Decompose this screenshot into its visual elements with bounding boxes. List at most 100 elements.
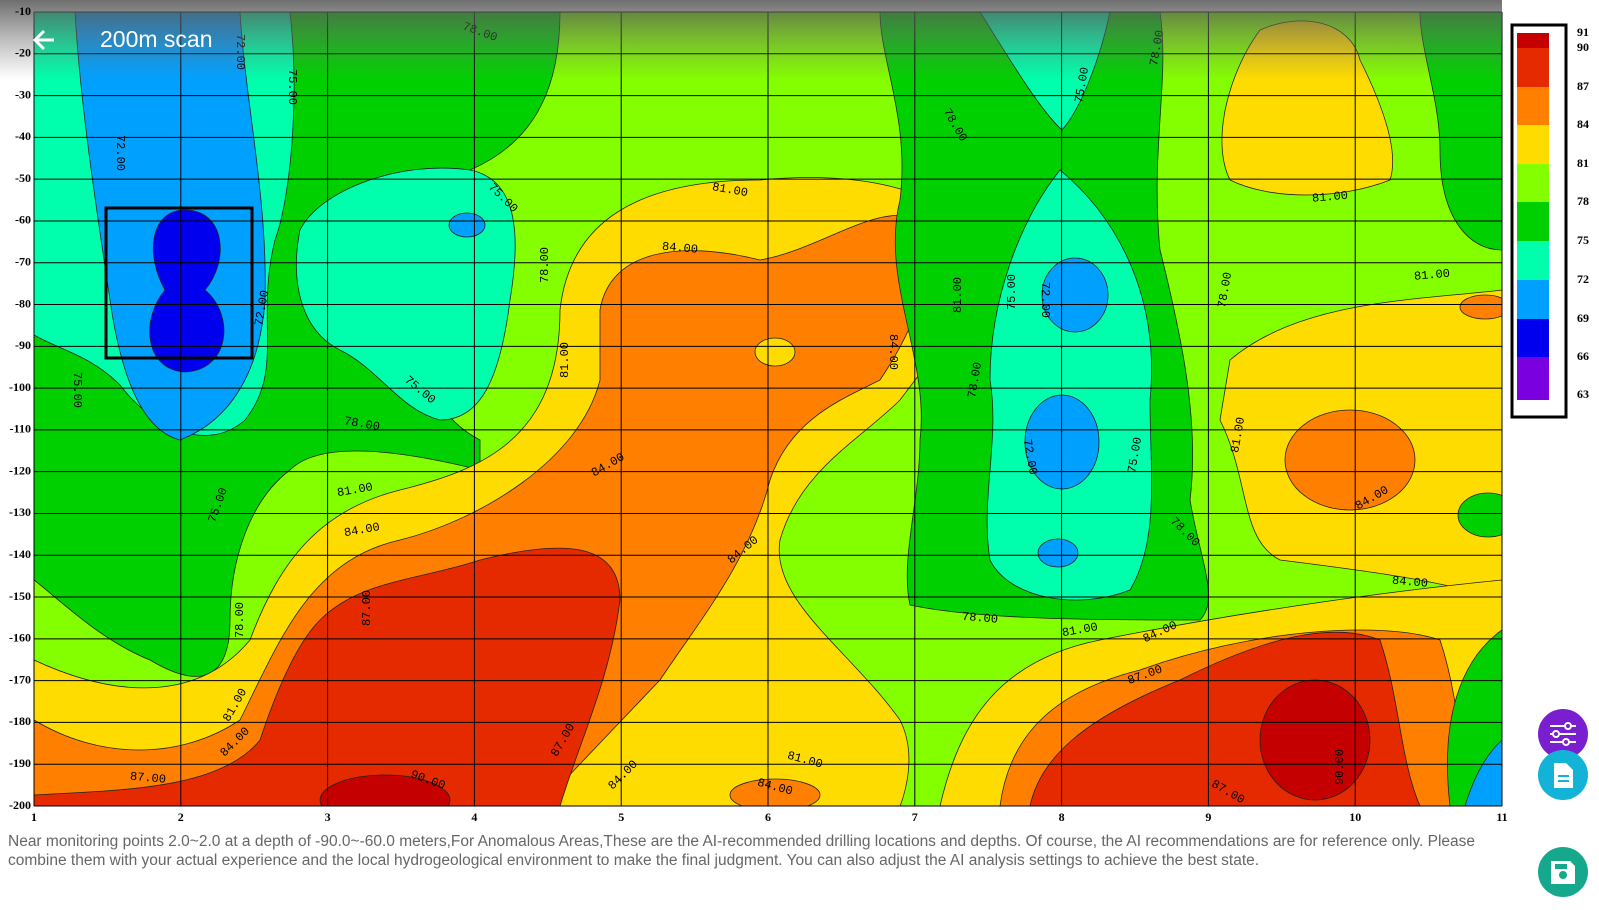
x-tick-label: 11 [1496,810,1507,824]
x-tick-label: 6 [765,810,771,824]
contour-fill [1041,257,1109,333]
x-tick-label: 3 [325,810,331,824]
x-tick-label: 5 [618,810,624,824]
contour-label: 78.00 [1215,271,1235,309]
contour-label: 84.00 [886,334,900,370]
colorbar-label: 66 [1577,349,1589,363]
y-tick-label: -200 [9,798,31,812]
contour-label: 78.00 [538,247,552,283]
x-tick-label: 7 [912,810,918,824]
y-tick-label: -100 [9,380,31,394]
contour-fill [149,209,225,373]
y-tick-label: -60 [15,213,31,227]
contour-label: 75.00 [70,372,84,408]
colorbar-label: 91 [1577,25,1589,39]
colorbar-label: 90 [1577,40,1589,54]
colorbar-band [1517,319,1549,357]
filter-button[interactable] [1538,709,1588,759]
y-tick-label: -160 [9,631,31,645]
contour-label: 72.00 [1038,282,1052,318]
y-tick-label: -130 [9,505,31,519]
contour-label: 78.00 [343,414,381,434]
y-tick-label: -190 [9,756,31,770]
contour-fill [448,212,486,238]
x-tick-label: 1 [31,810,37,824]
colorbar-band [1517,33,1549,48]
y-tick-label: -90 [15,338,31,352]
y-tick-label: -30 [15,87,31,101]
contour-label: 81.00 [1061,620,1099,640]
colorbar-band [1517,280,1549,319]
anomaly-box [104,206,254,360]
contour-label: 72.00 [113,135,127,171]
colorbar-band [1517,48,1549,87]
contour-fill [1459,294,1502,320]
colorbar-label: 72 [1577,272,1589,286]
y-tick-label: -180 [9,714,31,728]
colorbar-label: 75 [1577,233,1589,247]
contour-label: 81.00 [1228,416,1248,454]
screen: 78.00 72.00 75.00 72.00 75.00 81.00 84.00 78.00… [0,0,1589,824]
colorbar-band [1517,164,1549,202]
contour-label: 84.00 [343,520,381,540]
y-tick-label: -150 [9,589,31,603]
analysis-text: Near monitoring points 2.0~2.0 at a dept… [8,833,1475,869]
contour-label: 75.00 [1005,274,1019,310]
y-tick-label: -170 [9,672,31,686]
contour-label: 81.00 [558,342,572,378]
y-tick-label: -50 [15,171,31,185]
contour-fill [1457,492,1502,538]
colorbar-label: 84 [1577,117,1589,131]
contour-label: 81.00 [336,480,374,500]
colorbar-label: 81 [1577,156,1589,170]
colorbar-band [1517,357,1549,400]
contour-label: 78.00 [965,361,985,399]
contour-label: 81.00 [1311,189,1348,206]
contour-label: 72.00 [1020,438,1040,476]
y-tick-label: -120 [9,463,31,477]
colorbar-label: 78 [1577,194,1589,208]
header-bar [0,0,1502,80]
contour-label: 72.00 [252,289,272,327]
contour-fill [729,778,821,806]
back-button[interactable] [32,29,54,51]
contour-fill [34,547,621,806]
x-tick-label: 2 [178,810,184,824]
contour-fill [1259,679,1371,801]
y-tick-label: -140 [9,547,31,561]
x-tick-label: 10 [1349,810,1361,824]
x-tick-label: 9 [1205,810,1211,824]
contour-fill [34,214,929,806]
screen-title: 200m scan [100,26,213,52]
y-tick-label: -10 [15,4,31,18]
contour-fill [986,169,1152,601]
report-button[interactable] [1538,750,1588,800]
x-tick-label: 4 [471,810,477,824]
contour-label: 84.00 [1391,574,1428,591]
contour-label: 75.00 [1125,436,1145,474]
y-tick-label: -20 [15,46,31,60]
contour-map [34,12,1502,806]
contour-label: 78.00 [961,610,998,627]
contour-fill [754,337,796,367]
contour-label: 81.00 [711,180,749,200]
contour-label: 87.00 [360,590,374,626]
contour-label: 81.00 [951,277,965,313]
save-button[interactable] [1538,847,1588,897]
contour-label: 78.00 [233,602,247,638]
colorbar-band [1517,87,1549,125]
contour-fill [319,774,451,806]
colorbar-band [1517,125,1549,164]
contour-fill [1284,409,1416,511]
y-tick-label: -70 [15,254,31,268]
contour-fill [1037,538,1079,568]
y-tick-label: -110 [10,422,31,436]
contour-label: 90.00 [1333,749,1347,785]
y-tick-label: -80 [15,296,31,310]
x-tick-label: 8 [1059,810,1065,824]
contour-label: 81.00 [1413,267,1450,284]
colorbar-label: 69 [1577,311,1589,325]
colorbar-label: 87 [1577,79,1589,93]
y-tick-label: -40 [15,129,31,143]
